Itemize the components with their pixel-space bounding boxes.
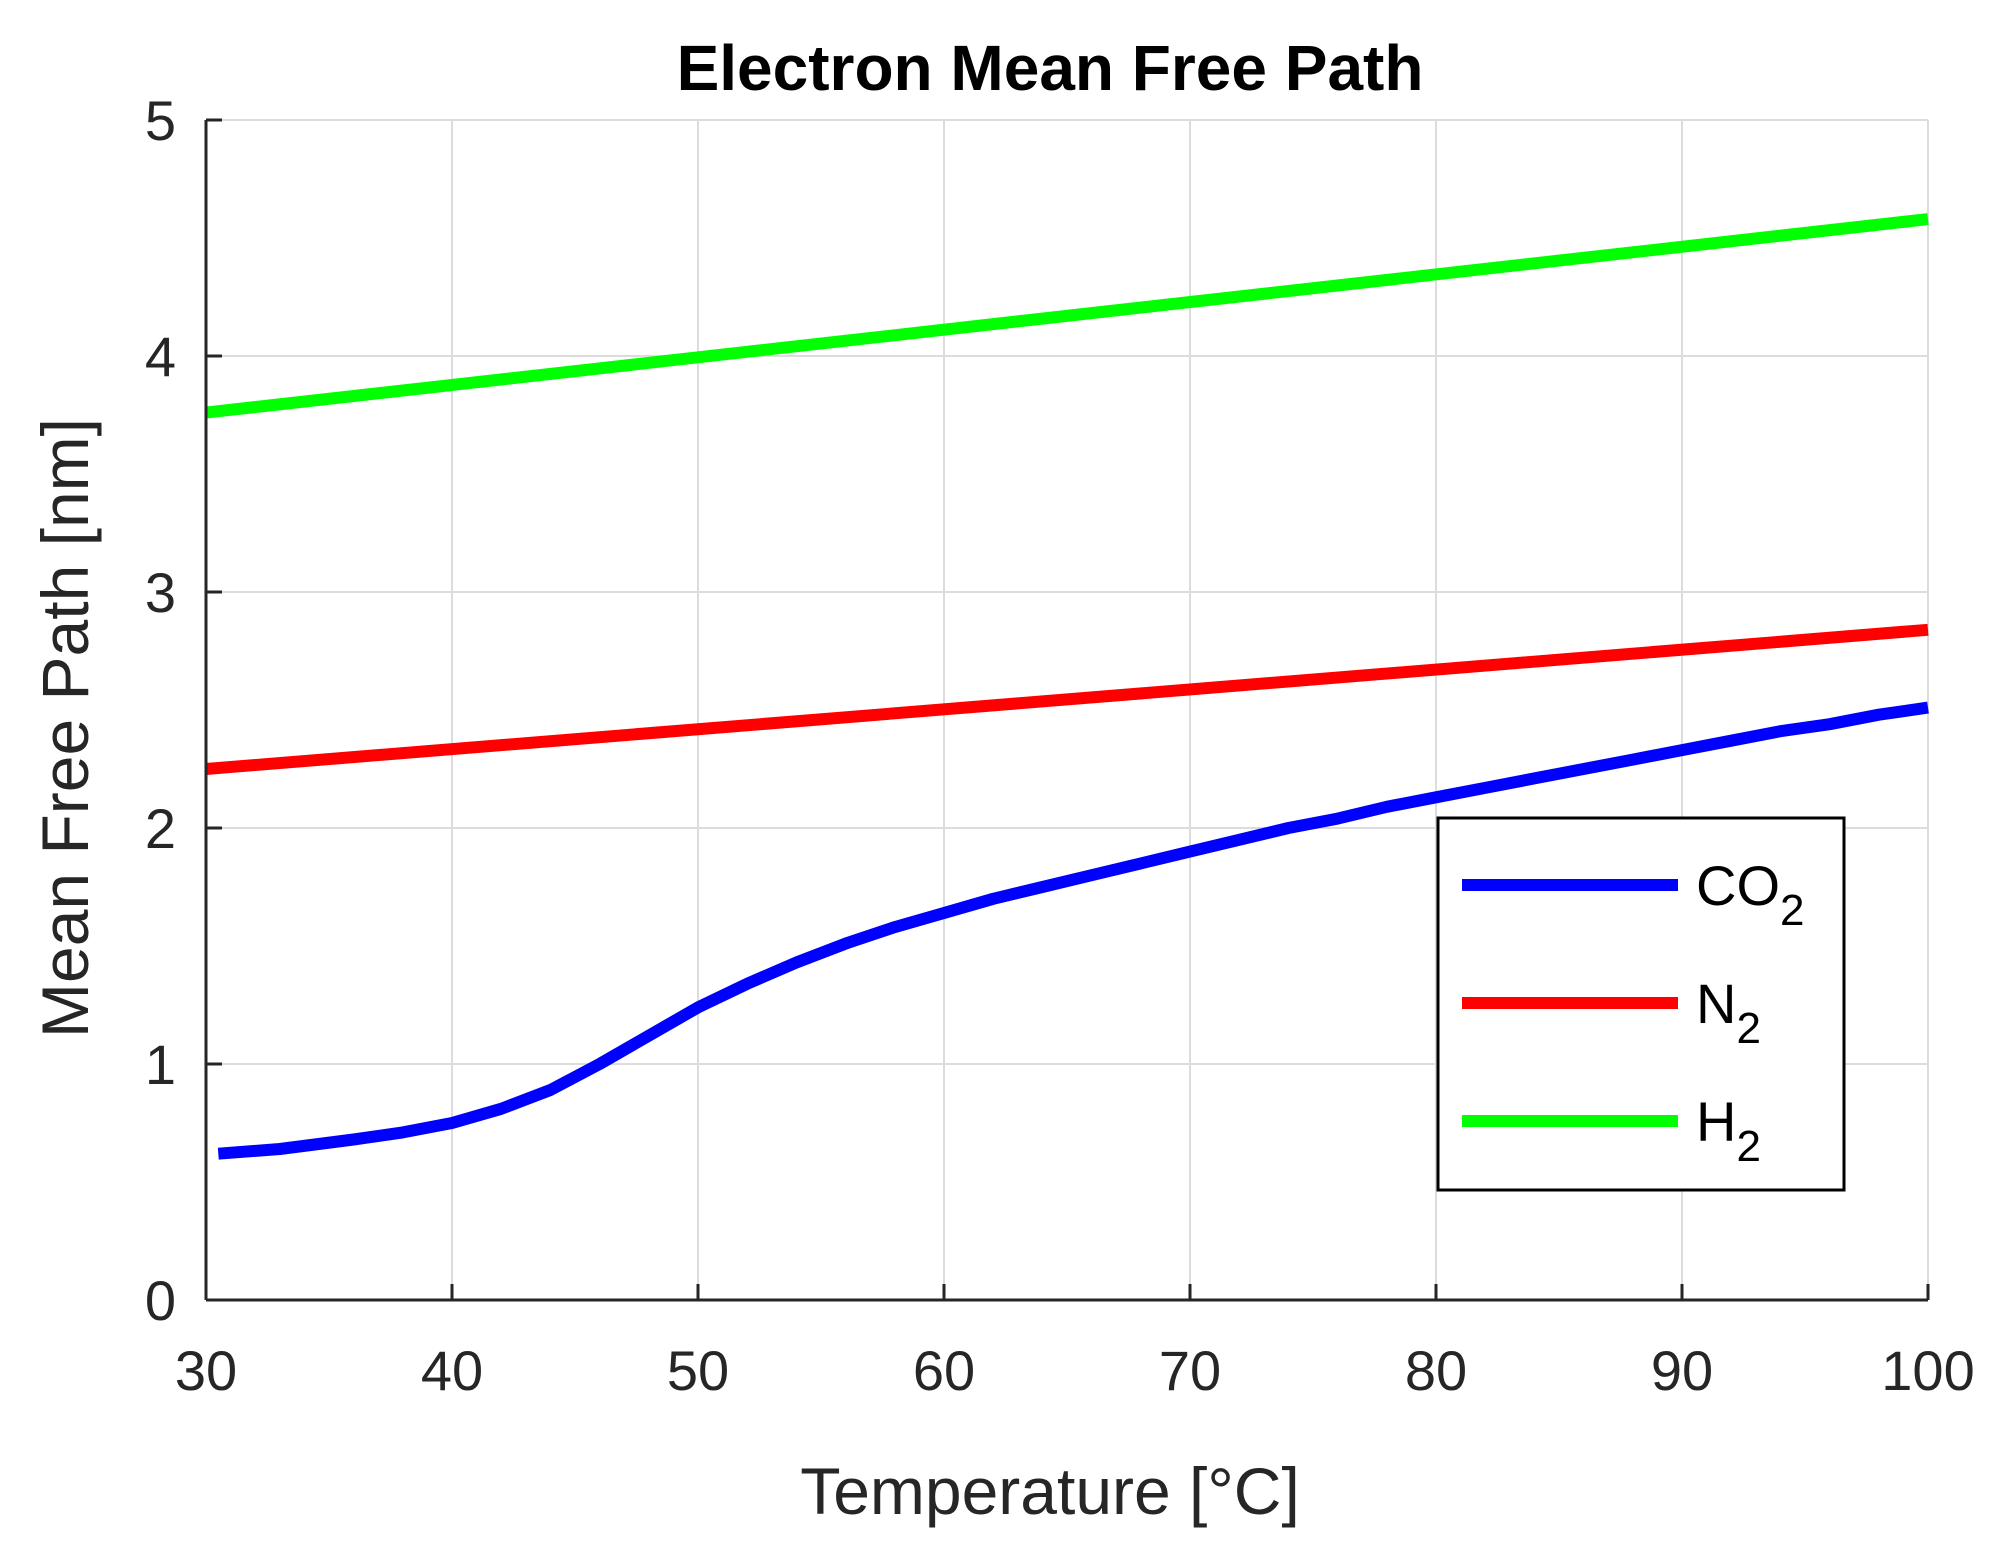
x-tick-label: 40	[421, 1339, 483, 1402]
series-line-h2	[205, 213, 1929, 419]
chart-title: Electron Mean Free Path	[677, 32, 1424, 104]
x-tick-label: 90	[1651, 1339, 1713, 1402]
y-tick-label: 3	[145, 561, 176, 624]
x-tick-label: 50	[667, 1339, 729, 1402]
axes	[204, 118, 1930, 1302]
legend-label-n2: N2	[1696, 972, 1761, 1053]
x-tick-label: 60	[913, 1339, 975, 1402]
y-tick-label: 2	[145, 797, 176, 860]
y-tick-label: 5	[145, 89, 176, 152]
legend-label-h2-sub: 2	[1736, 1122, 1760, 1171]
x-tick-label: 70	[1159, 1339, 1221, 1402]
legend-label-h2-main: H	[1696, 1090, 1736, 1153]
x-axis-label: Temperature [°C]	[800, 1454, 1300, 1528]
legend-label-n2-main: N	[1696, 972, 1736, 1035]
y-axis-label: Mean Free Path [nm]	[28, 418, 102, 1038]
x-tick-label: 30	[175, 1339, 237, 1402]
x-tick-label: 80	[1405, 1339, 1467, 1402]
tick-labels: 30 40 50 60 70 80 90 100 0 1 2 3 4 5	[145, 89, 1975, 1402]
series-line-n2	[205, 623, 1929, 775]
grid	[205, 119, 1929, 1301]
legend-label-h2: H2	[1696, 1090, 1761, 1171]
y-tick-label: 4	[145, 325, 176, 388]
y-tick-label: 1	[145, 1033, 176, 1096]
legend-label-n2-sub: 2	[1736, 1004, 1760, 1053]
legend-label-co2: CO2	[1696, 854, 1804, 935]
series-lines	[205, 213, 1929, 1160]
x-tick-label: 100	[1881, 1339, 1974, 1402]
legend: CO2 N2 H2	[1436, 816, 1846, 1192]
legend-label-co2-sub: 2	[1780, 886, 1804, 935]
y-tick-label: 0	[145, 1269, 176, 1332]
legend-label-co2-main: CO	[1696, 854, 1780, 917]
series-line-co2	[217, 701, 1929, 1160]
